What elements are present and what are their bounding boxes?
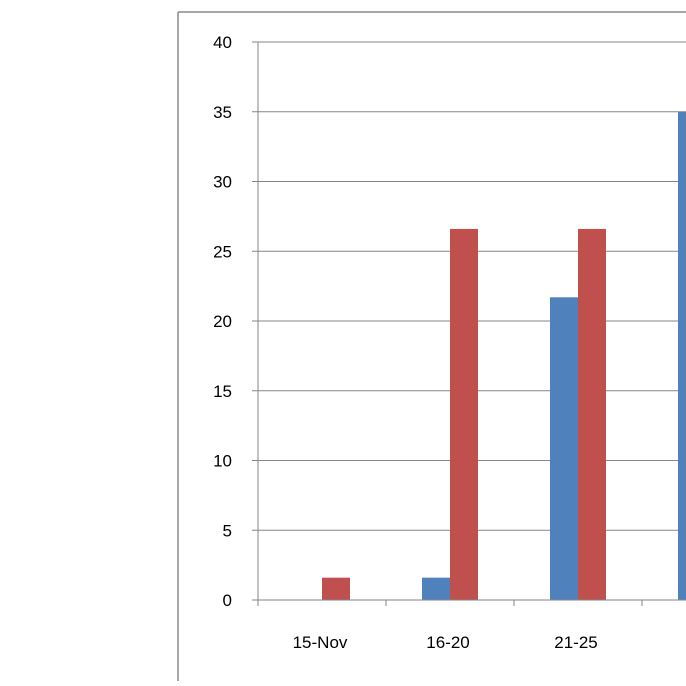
bar — [450, 228, 478, 600]
y-tick-label: 40 — [213, 33, 232, 52]
y-tick-label: 35 — [213, 103, 232, 122]
axes-layer — [252, 41, 686, 606]
y-tick-label: 15 — [213, 382, 232, 401]
bar — [578, 228, 606, 600]
y-tick-label: 20 — [213, 312, 232, 331]
x-tick-label: 21-25 — [554, 633, 597, 652]
y-tick-label: 0 — [223, 591, 232, 610]
y-tick-label: 25 — [213, 242, 232, 261]
y-tick-label: 10 — [213, 452, 232, 471]
x-tick-label: 15-Nov — [293, 633, 348, 652]
y-tick-label: 30 — [213, 173, 232, 192]
bars-layer — [322, 111, 686, 600]
chart-frame-layer — [177, 11, 686, 681]
bar — [322, 577, 350, 600]
x-tick-label: 16-20 — [426, 633, 469, 652]
bar — [678, 111, 686, 600]
bar — [422, 577, 450, 600]
bar — [550, 297, 578, 600]
y-tick-label: 5 — [223, 521, 232, 540]
